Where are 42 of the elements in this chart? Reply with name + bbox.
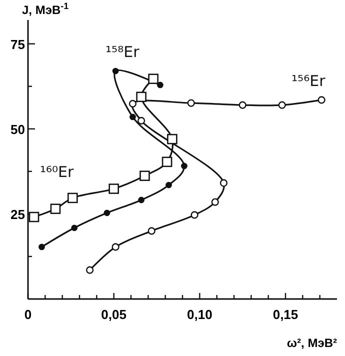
point bbox=[138, 196, 144, 204]
point bbox=[136, 92, 146, 102]
point bbox=[148, 227, 156, 235]
series-label: ¹⁶⁰Er bbox=[40, 163, 75, 181]
point bbox=[104, 210, 110, 216]
x-tick-label: 0,05 bbox=[101, 307, 126, 322]
point bbox=[156, 82, 164, 88]
point bbox=[86, 266, 94, 274]
point bbox=[108, 184, 119, 194]
point bbox=[138, 116, 146, 125]
point bbox=[181, 162, 188, 170]
point bbox=[71, 224, 78, 232]
y-tick-label: 25 bbox=[10, 206, 25, 222]
point bbox=[187, 99, 195, 107]
point bbox=[38, 244, 45, 250]
y-axis-title: J, МэВ$^{-1}$ bbox=[22, 1, 69, 17]
point bbox=[162, 156, 172, 168]
series-label: ¹⁵⁸Er bbox=[106, 43, 140, 62]
x-tick-label: 0 bbox=[24, 307, 32, 322]
point bbox=[278, 101, 286, 109]
x-tick-label: 0,10 bbox=[187, 307, 212, 322]
point bbox=[148, 74, 158, 84]
point bbox=[190, 211, 198, 219]
point bbox=[166, 182, 172, 188]
point bbox=[112, 243, 120, 251]
y-tick-label: 50 bbox=[10, 122, 25, 137]
point bbox=[112, 68, 119, 74]
y-tick-label: 75 bbox=[10, 36, 25, 52]
point bbox=[140, 170, 150, 181]
series-label: ¹⁵⁶Er bbox=[292, 72, 326, 90]
point bbox=[318, 96, 326, 104]
point bbox=[67, 192, 78, 204]
x-tick-label: 0,15 bbox=[272, 307, 298, 322]
x-axis-title: ω², МэВ² bbox=[286, 336, 337, 350]
point bbox=[220, 179, 228, 187]
point bbox=[167, 134, 178, 144]
point bbox=[50, 204, 61, 214]
point bbox=[238, 101, 246, 109]
point bbox=[28, 212, 40, 222]
point bbox=[211, 198, 219, 206]
point bbox=[128, 100, 137, 108]
point bbox=[130, 114, 136, 120]
